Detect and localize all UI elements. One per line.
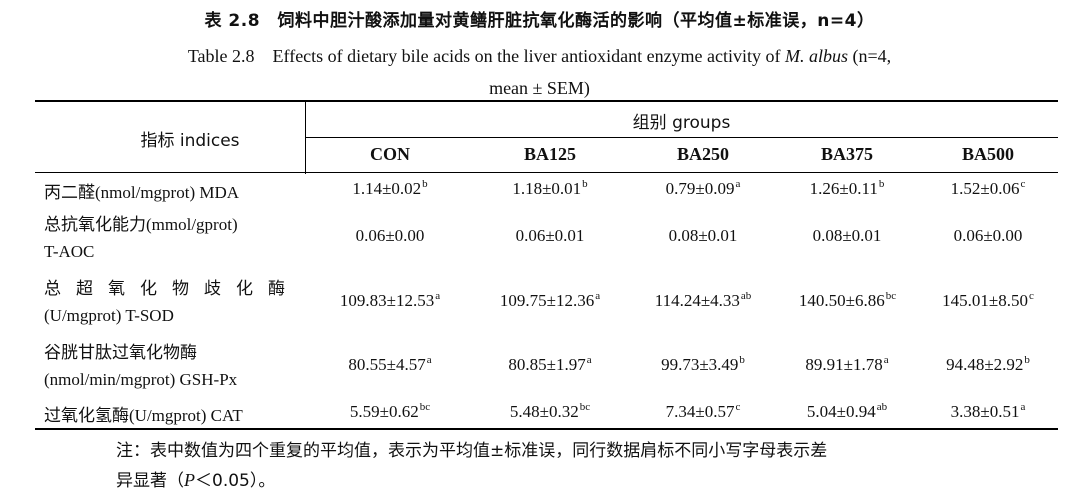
table-note-line1: 注：表中数值为四个重复的平均值，表示为平均值±标准误，同行数据肩标不同小写字母表… xyxy=(116,441,828,461)
column-header-ba125: BA125 xyxy=(523,144,576,164)
row-label-taoc-line2: T-AOC xyxy=(44,242,95,261)
table-cell: 109.75±12.36a xyxy=(499,290,601,310)
top-rule xyxy=(35,100,1058,102)
table-cell: 0.06±0.00 xyxy=(953,226,1023,245)
table-cell: 140.50±6.86bc xyxy=(798,290,897,310)
table-cell: 1.52±0.06c xyxy=(950,178,1026,198)
table-cell: 0.06±0.00 xyxy=(355,226,425,245)
column-header-ba375: BA375 xyxy=(820,144,873,164)
column-header-ba500: BA500 xyxy=(961,144,1014,164)
table-cell: 114.24±4.33ab xyxy=(654,290,752,310)
table-cell: 89.91±1.78a xyxy=(805,354,889,374)
species-name: M. albus xyxy=(785,46,849,66)
table-cell: 1.26±0.11b xyxy=(809,178,885,198)
table-cell: 145.01±8.50c xyxy=(942,290,1034,310)
table-cell: 1.18±0.01b xyxy=(512,178,588,198)
table-number: Table 2.8 xyxy=(187,46,255,66)
row-label-gshpx-line1: 谷胱甘肽过氧化物酶 xyxy=(44,343,197,362)
title-text-part2: (n=4, xyxy=(848,46,892,66)
table-cell: 5.04±0.94ab xyxy=(806,401,888,421)
row-label-mda: 丙二醛(nmol/mgprot) MDA xyxy=(44,183,240,202)
header-rule xyxy=(35,172,1058,173)
groups-header: 组别 groups xyxy=(632,113,731,133)
table-cell: 5.59±0.62bc xyxy=(349,401,431,421)
row-label-tsod-line2: (U/mgprot) T-SOD xyxy=(44,306,174,325)
table-cell: 0.08±0.01 xyxy=(668,226,738,245)
column-header-con: CON xyxy=(370,144,410,164)
table-title-english: Table 2.8 Effects of dietary bile acids o… xyxy=(0,40,1079,104)
header-divider xyxy=(305,100,306,174)
table-cell: 80.85±1.97a xyxy=(508,354,592,374)
table-cell: 109.83±12.53a xyxy=(339,290,441,310)
table-title-chinese: 表 2.8 饲料中胆汁酸添加量对黄鳝肝脏抗氧化酶活的影响（平均值±标准误，n=4… xyxy=(204,11,875,31)
row-label-tsod-line1: 总超氧化物歧化酶 xyxy=(44,279,300,298)
table-cell: 5.48±0.32bc xyxy=(509,401,591,421)
table-note-line2: 异显著（P＜0.05）。 xyxy=(116,470,276,491)
table-cell: 7.34±0.57c xyxy=(665,401,741,421)
row-label-cat: 过氧化氢酶(U/mgprot) CAT xyxy=(44,406,243,425)
indices-header: 指标 indices xyxy=(140,131,240,151)
title-text-part1: Effects of dietary bile acids on the liv… xyxy=(272,46,786,66)
row-label-gshpx-line2: (nmol/min/mgprot) GSH-Px xyxy=(44,370,238,389)
table-cell: 0.06±0.01 xyxy=(515,226,585,245)
title-text-line2: mean ± SEM) xyxy=(489,78,590,98)
table-cell: 80.55±4.57a xyxy=(348,354,432,374)
groups-rule xyxy=(305,137,1058,138)
table-cell: 0.79±0.09a xyxy=(665,178,741,198)
column-header-ba250: BA250 xyxy=(676,144,729,164)
table-cell: 3.38±0.51a xyxy=(950,401,1026,421)
row-label-taoc-line1: 总抗氧化能力(mmol/gprot) xyxy=(44,215,238,234)
bottom-rule xyxy=(35,428,1058,430)
table-cell: 94.48±2.92b xyxy=(946,354,1030,374)
table-cell: 1.14±0.02b xyxy=(352,178,428,198)
table-cell: 99.73±3.49b xyxy=(661,354,745,374)
table-cell: 0.08±0.01 xyxy=(812,226,882,245)
